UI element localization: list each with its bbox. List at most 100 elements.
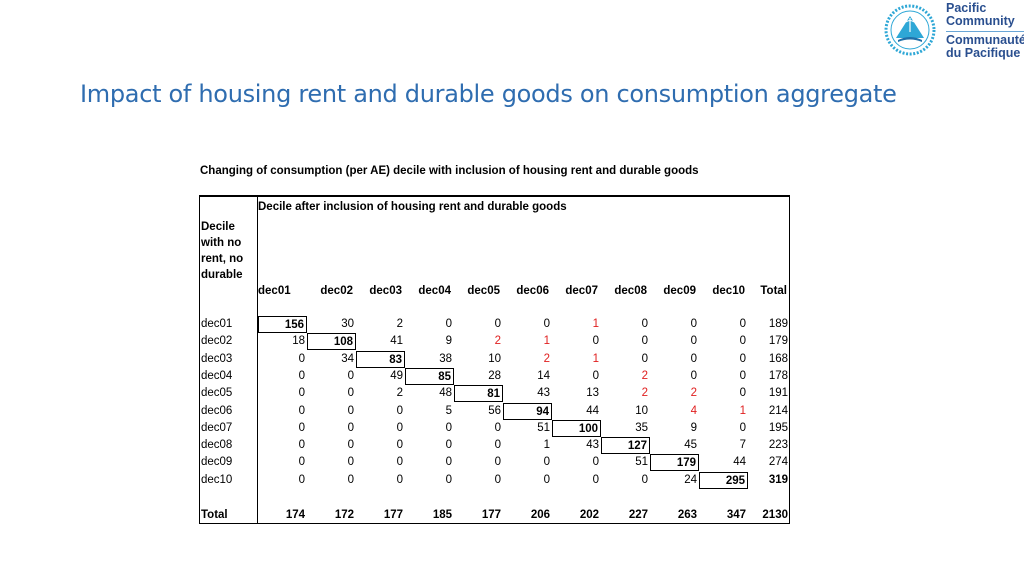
total-cell: 177: [481, 509, 501, 521]
row-label-dec06: dec06: [201, 404, 233, 417]
table-cell: 0: [298, 404, 305, 417]
table-cell: 0: [347, 421, 354, 434]
table-cell: 127: [601, 437, 650, 455]
total-cell: 227: [628, 509, 648, 521]
table-cell: 0: [445, 421, 452, 434]
table-cell: 0: [396, 456, 403, 469]
column-header-dec01: dec01: [258, 285, 291, 297]
slide-title: Impact of housing rent and durable goods…: [80, 80, 897, 108]
row-group-header-line: with no: [201, 237, 242, 249]
row-label-dec03: dec03: [201, 352, 233, 365]
table-cell: 85: [405, 367, 454, 385]
table-cell: 274: [768, 456, 788, 469]
table-cell: 18: [292, 335, 305, 348]
table-cell: 0: [641, 473, 648, 486]
table-cell: 51: [635, 456, 648, 469]
table-cell: 10: [488, 352, 501, 365]
table-cell: 81: [454, 385, 503, 403]
logo-line-2: Community: [946, 14, 1015, 28]
table-cell: 56: [488, 404, 501, 417]
table-cell: 0: [690, 335, 697, 348]
table-cell: 0: [445, 439, 452, 452]
table-cell: 10: [635, 404, 648, 417]
table-cell: 0: [347, 404, 354, 417]
table-cell: 9: [690, 421, 697, 434]
table-cell: 168: [768, 352, 788, 365]
column-header-dec03: dec03: [369, 285, 402, 297]
table-cell: 0: [494, 439, 501, 452]
pacific-community-emblem-icon: [884, 4, 936, 56]
logo-line-1: Pacific: [946, 1, 987, 15]
logo-text: Pacific Community Communauté du Pacifiqu…: [946, 2, 1024, 60]
total-row-label: Total: [201, 509, 228, 521]
table-cell: 0: [445, 456, 452, 469]
table-cell: 0: [347, 439, 354, 452]
table-cell: 2: [641, 369, 648, 382]
table-cell: 179: [768, 335, 788, 348]
row-group-header-line: rent, no: [201, 253, 244, 265]
table-cell: 0: [298, 352, 305, 365]
table-cell: 0: [641, 318, 648, 330]
table-cell: 178: [768, 369, 788, 382]
logo-line-4: du Pacifique: [946, 46, 1021, 60]
table-cell: 0: [396, 421, 403, 434]
total-cell: 347: [726, 509, 746, 521]
table-cell: 0: [445, 473, 452, 486]
row-group-header: Decile with no rent, no durable: [201, 219, 243, 283]
table-cell: 1: [739, 404, 746, 417]
table-cell: 0: [298, 369, 305, 382]
table-cell: 0: [641, 335, 648, 348]
row-label-dec08: dec08: [201, 439, 233, 452]
pacific-community-logo: Pacific Community Communauté du Pacifiqu…: [882, 0, 1024, 62]
table-cell: 0: [690, 369, 697, 382]
table-cell: 44: [733, 456, 746, 469]
total-cell: 206: [530, 509, 550, 521]
table-cell: 0: [347, 369, 354, 382]
table-cell: 30: [341, 318, 354, 330]
column-header-total: Total: [760, 285, 787, 297]
table-cell: 319: [768, 473, 788, 486]
table-cell: 7: [739, 439, 746, 452]
table-cell: 0: [592, 473, 599, 486]
row-group-header-line: durable: [201, 269, 243, 281]
table-cell: 0: [592, 335, 599, 348]
table-cell: 0: [396, 439, 403, 452]
table-cell: 0: [298, 456, 305, 469]
table-cell: 0: [543, 456, 550, 469]
total-cell: 172: [334, 509, 354, 521]
table-cell: 189: [768, 318, 788, 330]
table-cell: 0: [739, 318, 746, 330]
table-cell: 13: [586, 387, 599, 400]
table-cell: 41: [390, 335, 403, 348]
table-cell: 156: [258, 316, 307, 333]
table-cell: 1: [543, 439, 550, 452]
row-label-dec10: dec10: [201, 473, 233, 486]
table-cell: 179: [650, 454, 699, 472]
table-cell: 0: [739, 387, 746, 400]
table-cell: 48: [439, 387, 452, 400]
table-cell: 83: [356, 350, 405, 368]
total-cell: 263: [677, 509, 697, 521]
table-cell: 2: [396, 387, 403, 400]
total-cell: 177: [383, 509, 403, 521]
table-cell: 0: [592, 369, 599, 382]
total-cell: 202: [579, 509, 599, 521]
row-group-header-line: Decile: [201, 221, 235, 233]
column-header-dec09: dec09: [663, 285, 696, 297]
table-cell: 1: [592, 352, 599, 365]
total-cell: 174: [285, 509, 305, 521]
column-header-dec06: dec06: [516, 285, 549, 297]
table-cell: 43: [537, 387, 550, 400]
table-cell: 0: [739, 369, 746, 382]
table-cell: 0: [298, 387, 305, 400]
table-cell: 0: [543, 473, 550, 486]
table-cell: 0: [298, 421, 305, 434]
table-cell: 0: [347, 473, 354, 486]
column-header-dec10: dec10: [712, 285, 745, 297]
table-cell: 94: [503, 402, 552, 420]
table-cell: 0: [445, 318, 452, 330]
table-cell: 100: [552, 419, 601, 437]
column-header-dec05: dec05: [467, 285, 500, 297]
table-column-divider: [257, 196, 258, 523]
table-cell: 34: [341, 352, 354, 365]
